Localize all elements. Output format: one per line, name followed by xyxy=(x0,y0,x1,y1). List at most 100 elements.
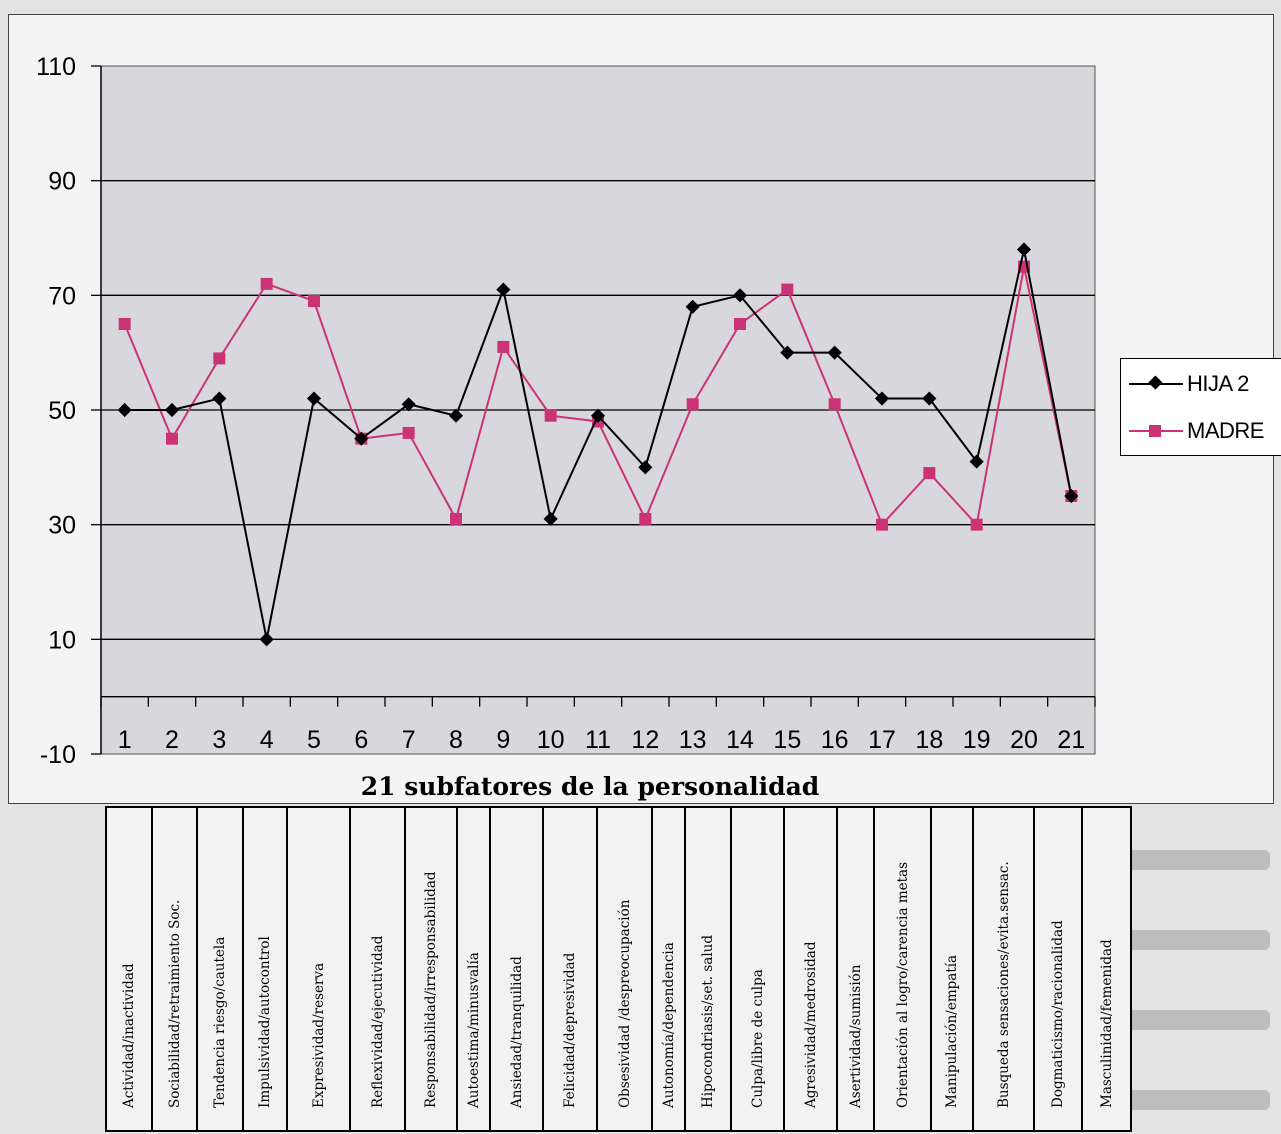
factor-label-cell: Felicidad/depresividad xyxy=(544,808,598,1130)
point-hija2 xyxy=(1016,242,1032,257)
legend-label-hija: HIJA 2 xyxy=(1187,371,1249,396)
factor-label-cell: Dogmaticismo/racionalidad xyxy=(1035,808,1083,1130)
x-tick-label: 8 xyxy=(449,726,463,754)
point-hija2 xyxy=(212,391,227,406)
point-hija2 xyxy=(117,402,132,418)
factor-label-cell: Orientación al logro/carencia metas xyxy=(875,808,932,1130)
factor-label: Masculinidad/femenidad xyxy=(1098,939,1115,1108)
x-tick-label: 19 xyxy=(963,726,991,754)
point-madre xyxy=(923,467,936,480)
y-tick-label: 50 xyxy=(48,397,76,425)
factor-label: Dogmaticismo/racionalidad xyxy=(1050,920,1066,1108)
factor-label-cell: Asertividad/sumisión xyxy=(838,808,875,1130)
point-madre xyxy=(118,318,131,330)
x-tick-label: 7 xyxy=(402,726,416,754)
factor-label: Manipulación/empatía xyxy=(944,954,960,1108)
y-tick-label: 90 xyxy=(48,168,76,196)
factor-label: Sociabilidad/retraimiento Soc. xyxy=(166,899,183,1108)
x-tick-label: 4 xyxy=(260,726,274,754)
y-tick-label: -10 xyxy=(40,741,76,769)
factor-label-cell: Masculinidad/femenidad xyxy=(1083,808,1132,1130)
factor-label-cell: Culpa/libre de culpa xyxy=(732,808,785,1130)
x-tick-label: 11 xyxy=(585,726,611,754)
factor-label: Reflexividad/ejecutividad xyxy=(369,935,386,1108)
factor-label: Asertividad/sumisión xyxy=(847,964,864,1109)
x-tick-label: 5 xyxy=(307,726,321,754)
point-madre xyxy=(781,283,794,296)
legend-marker-madre xyxy=(1129,425,1183,437)
point-hija2 xyxy=(685,299,700,314)
factor-label: Felicidad/depresividad xyxy=(562,952,578,1108)
x-tick-label: 10 xyxy=(537,726,565,754)
x-tick-label: 3 xyxy=(212,726,226,754)
y-tick-label: 10 xyxy=(48,626,76,654)
y-tick-label: 110 xyxy=(36,53,76,81)
factor-label: Obsesividad /despreocupación xyxy=(616,899,633,1108)
factor-label: Ansiedad/tranquilidad xyxy=(508,956,525,1108)
factor-label-cell: Impulsividad/autocontrol xyxy=(244,808,288,1130)
x-tick-label: 20 xyxy=(1010,726,1038,754)
factor-label: Tendencia riesgo/cautela xyxy=(212,936,228,1108)
factor-label: Impulsividad/autocontrol xyxy=(257,936,273,1108)
y-tick-label: 30 xyxy=(48,512,76,540)
x-tick-label: 2 xyxy=(165,726,179,754)
factor-label-cell: Reflexividad/ejecutividad xyxy=(351,808,406,1130)
point-madre xyxy=(450,512,462,525)
factor-label: Agresividad/medrosidad xyxy=(802,941,819,1109)
x-tick-label: 6 xyxy=(354,726,368,754)
y-tick-label: 70 xyxy=(48,282,76,310)
point-hija2 xyxy=(259,632,274,647)
factor-label: Responsabilidad/irresponsabilidad xyxy=(423,871,439,1108)
point-madre xyxy=(308,295,320,308)
x-tick-label: 21 xyxy=(1057,726,1085,754)
factor-label-cell: Manipulación/empatía xyxy=(932,808,974,1130)
x-tick-label: 18 xyxy=(915,726,943,754)
x-tick-label: 16 xyxy=(821,726,849,754)
factor-label-cell: Actividad/inactividad xyxy=(107,808,153,1130)
factor-label-cell: Sociabilidad/retraimiento Soc. xyxy=(153,808,198,1130)
factor-label-cell: Ansiedad/tranquilidad xyxy=(491,808,544,1130)
point-hija2 xyxy=(401,397,416,412)
factor-label-cell: Expresividad/reserva xyxy=(288,808,351,1130)
point-madre xyxy=(639,512,652,525)
factor-label: Culpa/libre de culpa xyxy=(749,969,766,1108)
point-hija2 xyxy=(496,282,511,297)
point-hija2 xyxy=(780,345,795,360)
factor-label: Hipocondriasis/set. salud xyxy=(700,935,716,1108)
point-madre xyxy=(260,277,273,290)
point-madre xyxy=(876,518,888,531)
point-madre xyxy=(970,518,983,531)
point-madre xyxy=(828,398,841,411)
x-tick-label: 15 xyxy=(773,726,801,754)
x-tick-label: 13 xyxy=(679,726,707,754)
factor-label-cell: Responsabilidad/irresponsabilidad xyxy=(406,808,458,1130)
chart-legend: HIJA 2 MADRE xyxy=(1120,358,1281,456)
point-madre xyxy=(166,432,178,445)
factor-label: Autoestima/minusvalía xyxy=(465,952,482,1108)
point-hija2 xyxy=(922,391,937,406)
factor-label: Busqueda sensaciones/evita.sensac. xyxy=(995,861,1012,1108)
point-hija2 xyxy=(306,391,322,406)
point-hija2 xyxy=(448,408,464,423)
factor-label-cell: Hipocondriasis/set. salud xyxy=(686,808,732,1130)
factor-label-cell: Busqueda sensaciones/evita.sensac. xyxy=(974,808,1035,1130)
point-madre xyxy=(734,318,746,330)
point-madre xyxy=(213,352,226,365)
legend-marker-hija xyxy=(1129,375,1183,390)
factor-label-cell: Tendencia riesgo/cautela xyxy=(198,808,244,1130)
factor-label: Autonomía/dependencia xyxy=(660,942,677,1108)
x-tick-label: 12 xyxy=(631,726,659,754)
point-hija2 xyxy=(827,345,842,360)
point-madre xyxy=(402,426,415,439)
x-axis-title: 21 subfatores de la personalidad xyxy=(360,772,820,801)
legend-item-madre: MADRE xyxy=(1127,416,1264,446)
point-hija2 xyxy=(354,431,369,446)
factor-label-table: Actividad/inactividad Sociabilidad/retrai… xyxy=(105,806,1132,1132)
factor-label: Expresividad/reserva xyxy=(310,962,327,1108)
factor-label-cell: Obsesividad /despreocupación xyxy=(598,808,653,1130)
point-madre xyxy=(686,398,699,411)
x-tick-label: 1 xyxy=(118,726,132,754)
point-hija2 xyxy=(638,460,653,475)
factor-label-cell: Autonomía/dependencia xyxy=(653,808,686,1130)
